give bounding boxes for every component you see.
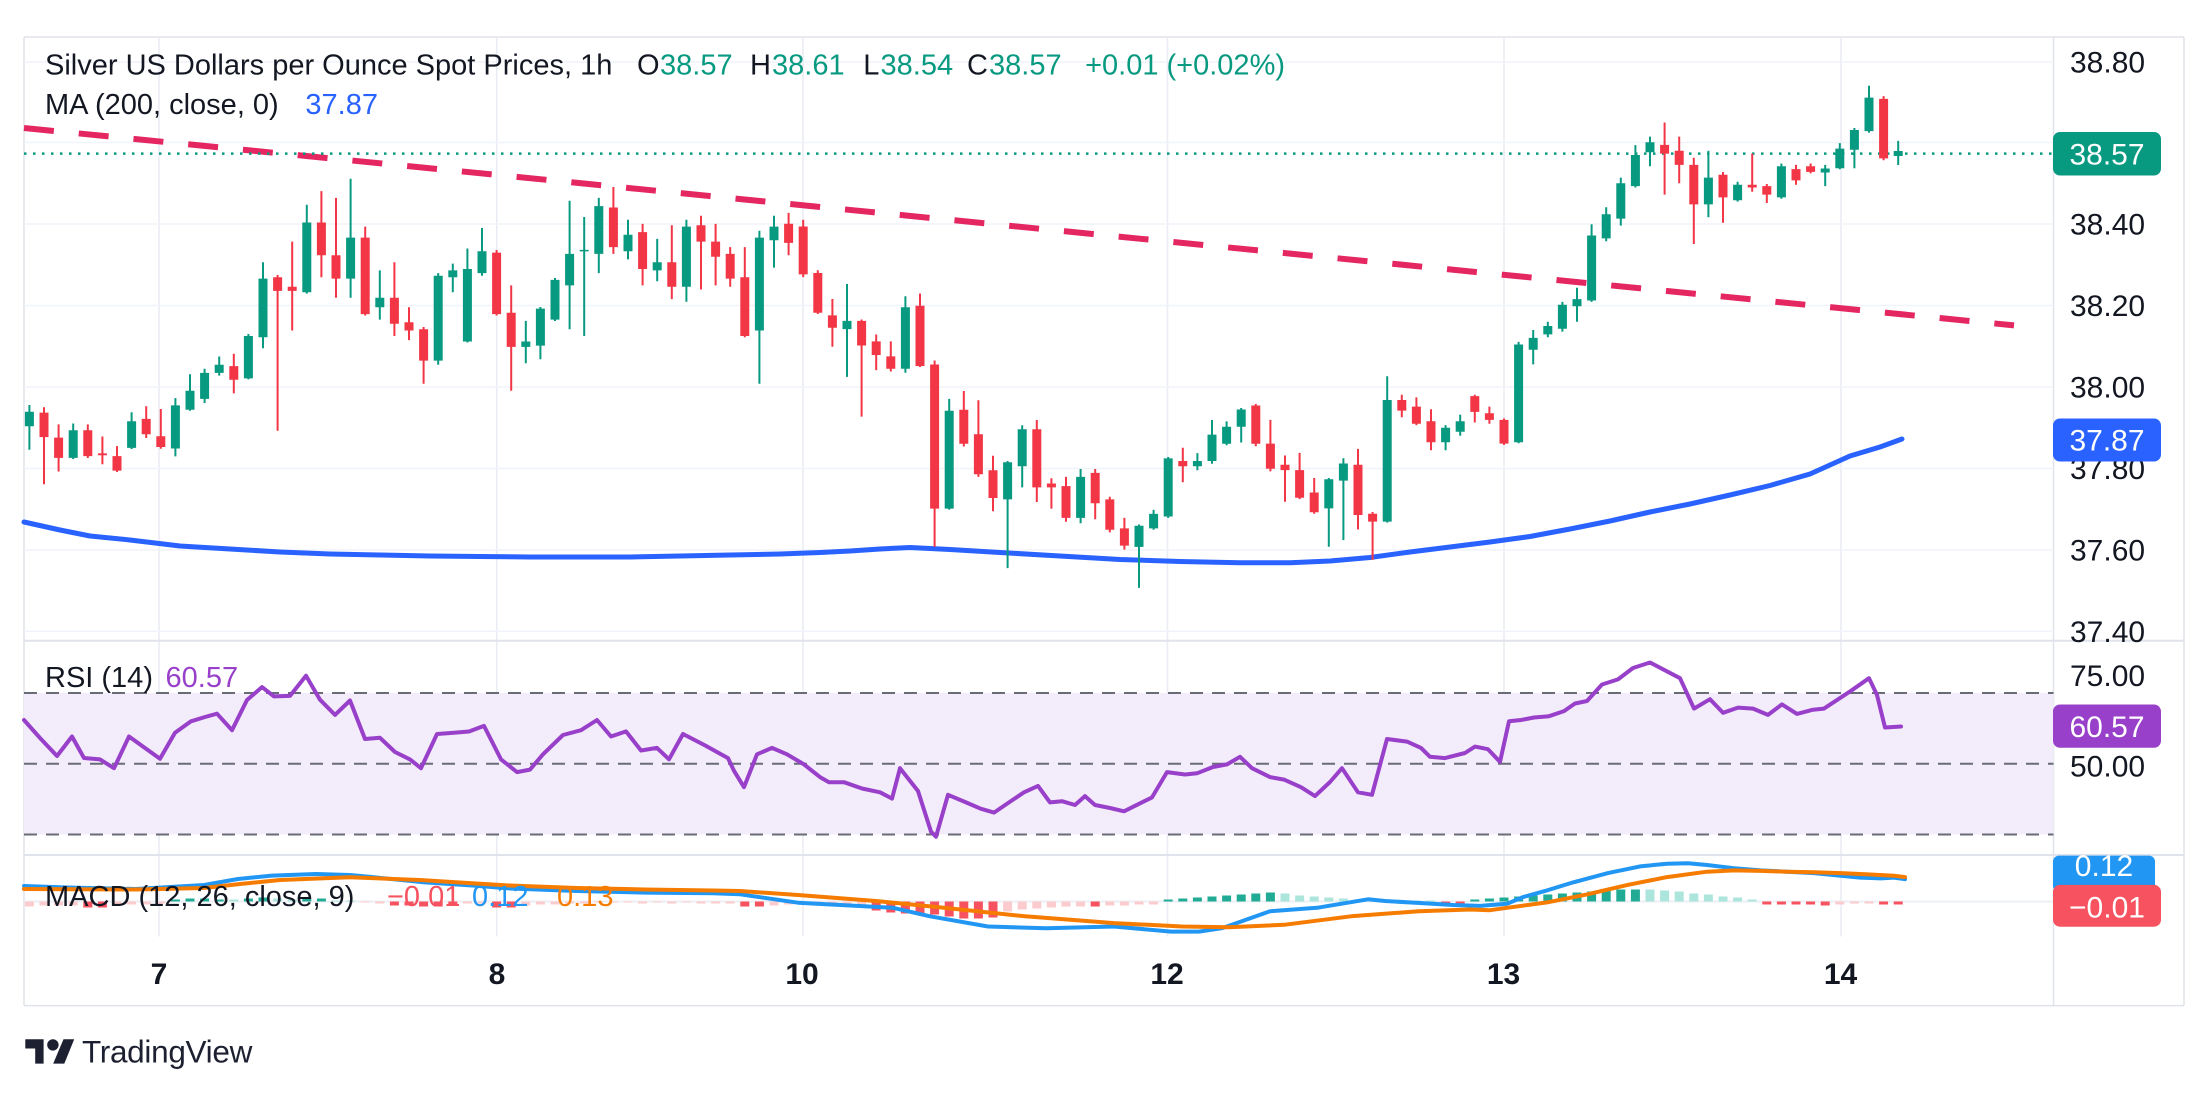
svg-text:37.60: 37.60 [2070,535,2145,568]
svg-text:38.80: 38.80 [2070,47,2145,80]
svg-text:0.13: 0.13 [557,881,613,913]
svg-text:37.87: 37.87 [305,89,378,121]
svg-text:L: L [863,50,879,82]
svg-text:10: 10 [785,958,818,991]
svg-text:Silver US Dollars per Ounce Sp: Silver US Dollars per Ounce Spot Prices,… [45,50,612,82]
svg-text:38.57: 38.57 [2069,139,2144,172]
svg-text:50.00: 50.00 [2070,750,2145,783]
svg-text:60.57: 60.57 [166,662,239,694]
svg-text:38.57: 38.57 [660,50,733,82]
svg-text:MA (200, close, 0): MA (200, close, 0) [45,89,279,121]
svg-text:O: O [637,50,660,82]
svg-text:14: 14 [1824,958,1858,991]
svg-text:−0.01: −0.01 [387,881,460,913]
svg-text:0.12: 0.12 [472,881,528,913]
svg-text:38.61: 38.61 [772,50,845,82]
svg-text:12: 12 [1150,958,1183,991]
svg-text:C: C [967,50,988,82]
svg-text:75.00: 75.00 [2070,660,2145,693]
svg-text:8: 8 [489,958,506,991]
svg-text:38.20: 38.20 [2070,290,2145,323]
svg-text:38.00: 38.00 [2070,372,2145,405]
svg-text:13: 13 [1487,958,1520,991]
svg-text:H: H [750,50,771,82]
svg-text:TradingView: TradingView [82,1034,253,1070]
svg-text:0.12: 0.12 [2075,850,2133,883]
svg-text:38.54: 38.54 [881,50,954,82]
svg-text:−0.01: −0.01 [2069,892,2145,925]
svg-text:37.87: 37.87 [2069,425,2144,458]
svg-text:7: 7 [151,958,168,991]
svg-text:38.57: 38.57 [989,50,1062,82]
svg-text:38.40: 38.40 [2070,209,2145,242]
svg-text:+0.01 (+0.02%): +0.01 (+0.02%) [1085,50,1285,82]
svg-text:37.40: 37.40 [2070,616,2145,649]
svg-text:60.57: 60.57 [2069,711,2144,744]
svg-text:MACD (12, 26, close, 9): MACD (12, 26, close, 9) [45,881,354,913]
svg-text:RSI (14): RSI (14) [45,662,153,694]
